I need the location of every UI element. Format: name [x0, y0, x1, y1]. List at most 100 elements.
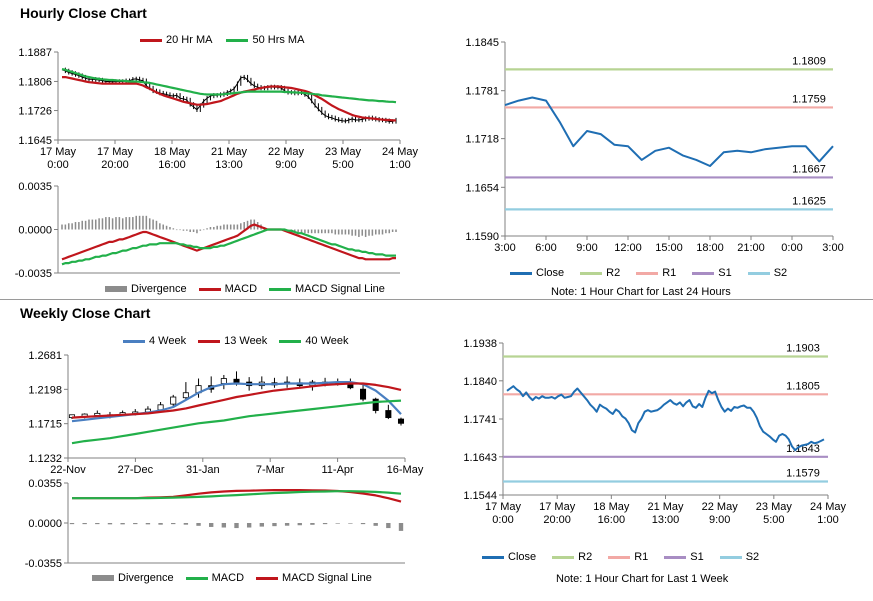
divergence-bar — [337, 229, 340, 235]
hourly_pivot-ytick-label: 1.1845 — [465, 37, 499, 49]
hourly_pivot-xtick-label: 18:00 — [696, 242, 724, 254]
weekly_pivot-xtick-label: 16:00 — [598, 514, 626, 526]
divergence-bar — [243, 222, 245, 230]
divergence-bar — [259, 523, 264, 527]
legend-item-r1: R1 — [608, 551, 648, 563]
legend-label: 40 Week — [305, 335, 349, 347]
weekly_pivot-xtick-label: 22 May — [702, 501, 739, 513]
divergence-bar — [84, 220, 87, 230]
candle-body — [182, 392, 189, 399]
divergence-bar — [351, 229, 353, 236]
divergence-bar — [373, 523, 378, 526]
divergence-bar — [368, 229, 370, 236]
divergence-bar — [88, 219, 90, 230]
divergence-bar — [138, 215, 141, 230]
divergence-bar — [234, 523, 239, 529]
divergence-bar — [250, 219, 252, 230]
divergence-bar — [98, 218, 100, 230]
divergence-bar — [165, 225, 168, 230]
candle-body — [372, 398, 379, 411]
level-label-s1: 1.1667 — [792, 163, 826, 175]
series-close — [506, 385, 825, 452]
legend-label: S1 — [690, 551, 704, 563]
legend-item-s2: S2 — [747, 267, 787, 279]
divergence-bar — [344, 229, 347, 235]
legend-swatch — [105, 286, 127, 292]
hourly_pivot-xtick-label: 9:00 — [576, 242, 597, 254]
hourly-section-title: Hourly Close Chart — [20, 5, 147, 21]
hourly_price-xtick-label: 17 May — [97, 146, 134, 158]
divergence-bar — [395, 229, 397, 232]
divergence-bar — [307, 229, 310, 234]
weekly-section-title: Weekly Close Chart — [20, 305, 151, 321]
hourly_pivot-xtick-label: 21:00 — [737, 242, 765, 254]
divergence-bar — [171, 523, 176, 525]
hourly_price-xtick-label: 5:00 — [332, 159, 353, 171]
divergence-bar — [61, 224, 63, 230]
candle-body — [385, 410, 392, 419]
series-13-week — [71, 382, 402, 419]
divergence-bar — [358, 229, 360, 237]
divergence-bar — [304, 229, 306, 234]
legend-label: MACD Signal Line — [282, 572, 372, 584]
legend-swatch — [664, 555, 687, 559]
legend-item-40-week: 40 Week — [279, 335, 349, 347]
hourly_macd-ytick-label: 0.0000 — [18, 225, 52, 237]
divergence-bar — [95, 523, 100, 525]
divergence-bar — [133, 523, 138, 525]
level-label-s2: 1.1625 — [792, 195, 826, 207]
divergence-bar — [64, 224, 67, 230]
divergence-bar — [381, 229, 384, 235]
candle-body — [397, 418, 405, 424]
hourly_price-xtick-label: 22 May — [268, 146, 305, 158]
legend-label: Close — [508, 551, 537, 563]
legend-item-20-hr-ma: 20 Hr MA — [140, 34, 212, 46]
divergence-bar — [374, 229, 377, 235]
legend-label: S2 — [745, 551, 760, 563]
divergence-bar — [152, 219, 154, 230]
weekly_price-xtick-label: 31-Jan — [186, 464, 220, 476]
legend-item-macd-signal-line: MACD Signal Line — [269, 283, 385, 295]
divergence-bar — [196, 523, 201, 526]
divergence-bar — [82, 523, 87, 525]
divergence-bar — [378, 229, 380, 235]
divergence-bar — [94, 219, 97, 230]
weekly_pivot-xtick-label: 5:00 — [763, 514, 784, 526]
weekly_macd-ytick-label: 0.0000 — [28, 518, 62, 530]
divergence-bar — [348, 523, 353, 524]
divergence-bar — [229, 224, 232, 230]
legend-swatch — [482, 555, 504, 559]
legend-swatch — [198, 339, 221, 343]
divergence-bar — [331, 229, 333, 234]
legend-label: R2 — [606, 267, 621, 279]
weekly_macd-ytick-label: -0.0355 — [25, 558, 62, 570]
series-close — [504, 96, 834, 167]
hourly_price-xtick-label: 1:00 — [389, 159, 410, 171]
divergence-bar — [297, 523, 302, 526]
divergence-bar — [148, 218, 151, 230]
divergence-bar — [216, 225, 218, 230]
level-label-r1: 1.1759 — [792, 93, 826, 105]
legend-weekly-pivot: Close R2 R1 S1 S2 — [482, 551, 759, 563]
divergence-bar — [398, 523, 404, 531]
divergence-bar — [155, 220, 158, 230]
hourly_macd-ytick-label: 0.0035 — [18, 181, 52, 193]
divergence-bar — [189, 229, 191, 232]
divergence-bar — [233, 224, 235, 230]
hourly_pivot-xtick-label: 6:00 — [535, 242, 556, 254]
divergence-bar — [159, 223, 161, 230]
divergence-bar — [199, 229, 202, 231]
legend-label: Close — [536, 267, 565, 279]
divergence-bar — [162, 224, 164, 230]
weekly_price-ytick-label: 1.2198 — [28, 384, 62, 396]
legend-swatch — [140, 38, 162, 42]
hourly_price-xtick-label: 21 May — [211, 146, 248, 158]
weekly_price-xtick-label: 16-May — [387, 464, 424, 476]
candle-body — [68, 414, 76, 419]
series-price — [61, 69, 397, 122]
legend-label: 4 Week — [149, 335, 187, 347]
divergence-bar — [81, 220, 84, 230]
divergence-bar — [236, 224, 239, 230]
divergence-bar — [69, 523, 75, 525]
candle-body — [220, 378, 227, 384]
